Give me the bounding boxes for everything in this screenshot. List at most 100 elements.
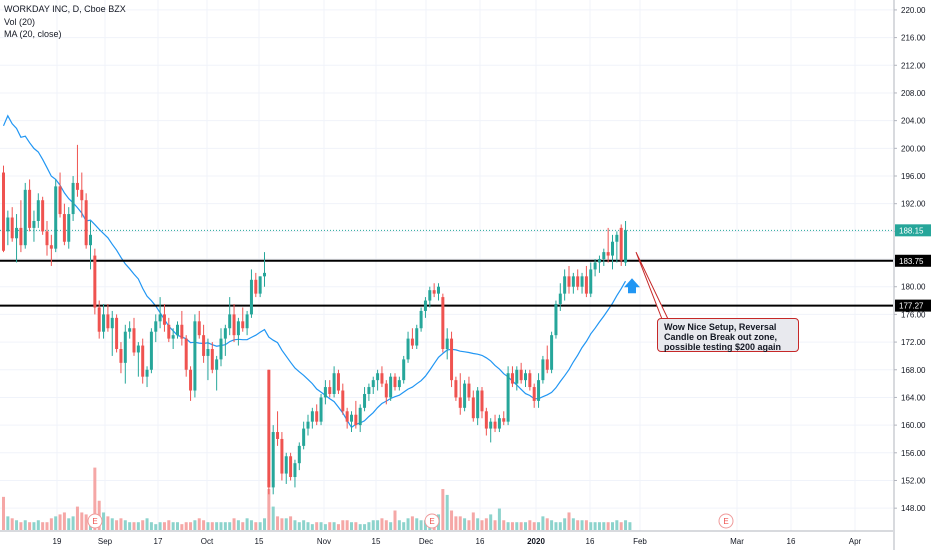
candle-body — [458, 397, 462, 408]
candle-body — [345, 411, 349, 422]
candle — [432, 283, 436, 298]
candle-body — [597, 259, 601, 263]
candle — [519, 362, 523, 384]
candle-body — [280, 438, 284, 474]
candle — [123, 324, 127, 384]
candle-body — [167, 324, 171, 339]
volume-bar — [615, 520, 619, 530]
volume-bar — [289, 516, 293, 530]
candle — [402, 355, 406, 384]
volume-bar — [589, 522, 593, 530]
volume-bar — [193, 520, 197, 530]
volume-bar — [450, 510, 454, 530]
candle — [467, 376, 471, 401]
candle-body — [41, 200, 45, 232]
volume-bar — [189, 522, 193, 530]
volume-bar — [471, 512, 475, 530]
candle — [358, 404, 362, 433]
candle-body — [406, 338, 410, 360]
earnings-label: E — [723, 517, 728, 526]
candle — [528, 369, 532, 391]
candle-body — [463, 383, 467, 408]
candle — [197, 310, 201, 339]
candle — [606, 227, 610, 263]
candle — [624, 220, 628, 266]
volume-bar — [236, 520, 240, 530]
candle — [593, 259, 597, 277]
time-tick-label: Feb — [633, 537, 647, 546]
candle-body — [476, 390, 480, 419]
volume-bar — [319, 522, 323, 530]
candle-body — [576, 276, 580, 287]
price-axis[interactable]: 148.00 152.00 156.00 160.00 164.00 168.00 172.… — [893, 0, 931, 550]
candle-body — [567, 276, 571, 287]
candle — [10, 207, 14, 242]
candle-body — [54, 186, 58, 249]
candle — [132, 317, 136, 356]
candle-body — [32, 220, 36, 228]
ma-line — [2, 114, 627, 429]
volume-bar — [393, 510, 397, 530]
candle — [367, 383, 371, 401]
candle-body — [206, 349, 210, 356]
volume-bar — [167, 520, 171, 530]
volume-bar — [49, 518, 53, 530]
candle-body — [162, 314, 166, 325]
candle — [97, 300, 101, 339]
candle-body — [149, 331, 153, 370]
candle — [110, 310, 114, 356]
candle-body — [393, 376, 397, 388]
candle — [145, 366, 149, 388]
price-tick-label: 168.00 — [901, 366, 926, 375]
price-tick-label: 160.00 — [901, 421, 926, 430]
volume-bar — [576, 520, 580, 530]
volume-bar — [497, 508, 501, 530]
time-tick-label: Apr — [849, 537, 862, 546]
volume-bar — [58, 514, 62, 530]
price-tick-label: 204.00 — [901, 117, 926, 126]
volume-bar — [19, 522, 23, 530]
volume-bar — [197, 518, 201, 530]
lower-level-label: 177.27 — [899, 302, 924, 311]
candle-body — [232, 314, 236, 336]
volume-bar — [171, 522, 175, 530]
candle-body — [537, 380, 541, 401]
candle-body — [423, 300, 427, 311]
candle — [280, 432, 284, 481]
earnings-circle — [718, 513, 734, 529]
candle-body — [62, 214, 66, 242]
time-tick-label: Sep — [98, 537, 113, 546]
candle — [67, 207, 71, 249]
candle-body — [310, 411, 314, 422]
candle — [289, 452, 293, 481]
candle — [471, 390, 475, 422]
volume-bar — [550, 520, 554, 530]
volume-bar — [441, 489, 445, 530]
candle-body — [519, 369, 523, 381]
volume-bar — [102, 512, 106, 530]
annotation-line-2: Candle on Break out zone, — [664, 332, 778, 342]
candle-body — [371, 380, 375, 388]
candle-body — [58, 186, 62, 215]
candle-body — [397, 380, 401, 388]
candle-body — [367, 387, 371, 394]
candle — [58, 172, 62, 218]
candle-body — [276, 432, 280, 439]
candle-body — [176, 324, 179, 336]
candle — [193, 314, 197, 398]
volume-bar — [510, 522, 514, 530]
candle — [84, 193, 88, 249]
time-axis[interactable]: 19 Sep 17 Oct 15 Nov 15 Dec 16 2020 16 Feb Mar 16 Apr E… — [0, 513, 893, 546]
volume-bar — [545, 518, 549, 530]
candle-body — [258, 276, 262, 294]
candle-body — [589, 269, 593, 294]
candle — [284, 452, 288, 484]
annotation-callout[interactable]: Wow Nice Setup, Reversal Candle on Break… — [657, 318, 799, 352]
volume-bar — [363, 524, 367, 530]
volume-bar — [580, 520, 584, 530]
candle — [341, 383, 345, 415]
candle-body — [489, 421, 493, 429]
candle — [41, 196, 45, 235]
volume-bar — [554, 522, 558, 530]
